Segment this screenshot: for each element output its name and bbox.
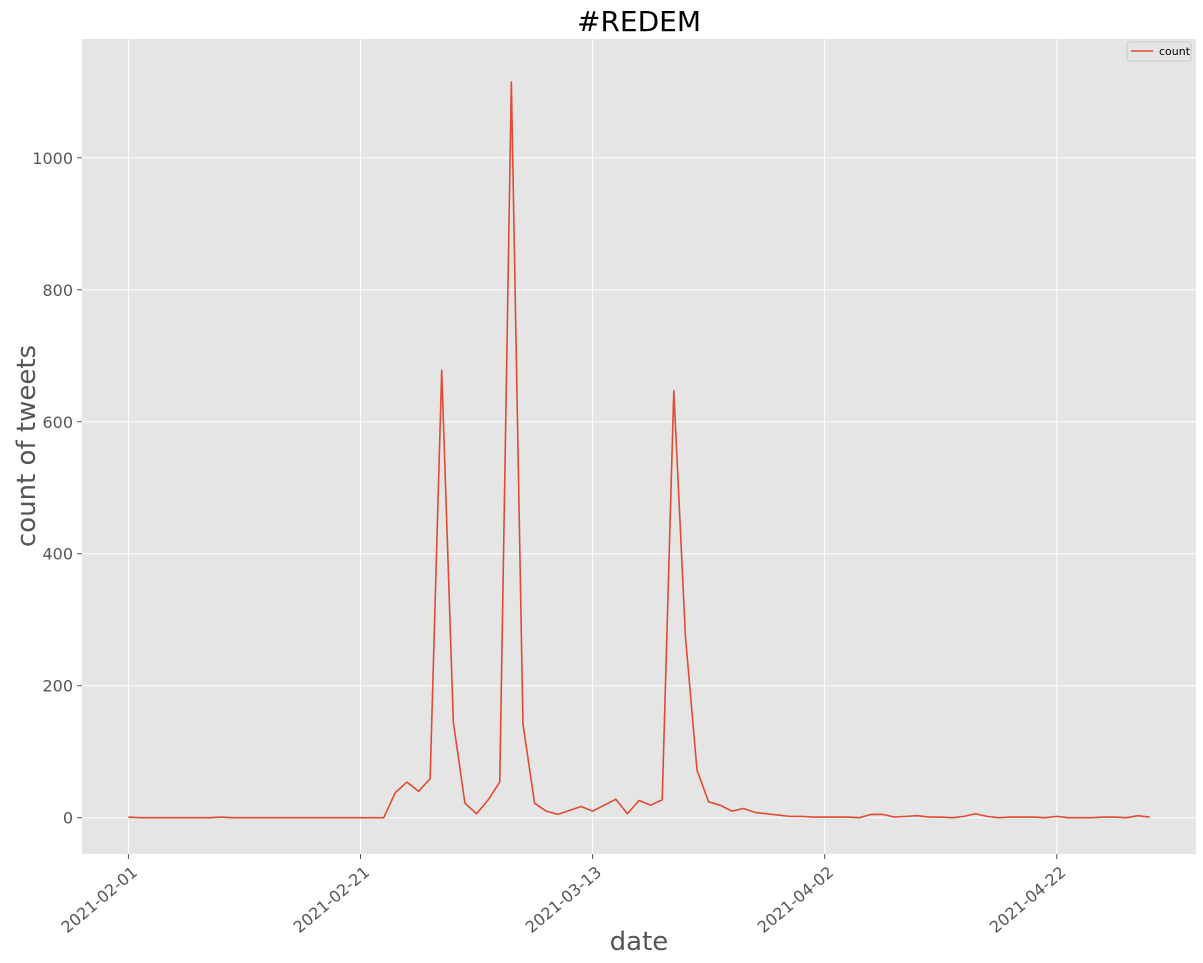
y-tick-label: 800 <box>42 281 73 300</box>
legend: count <box>1126 41 1192 62</box>
y-tick-label: 400 <box>42 545 73 564</box>
legend-box <box>1126 41 1192 62</box>
x-tick-label: 2021-02-21 <box>290 863 373 937</box>
x-tick-label: 2021-02-01 <box>58 863 141 937</box>
y-tick-label: 1000 <box>32 149 73 168</box>
y-tick-label: 0 <box>63 809 73 828</box>
x-tick-label: 2021-04-02 <box>754 863 837 937</box>
y-tick-label: 200 <box>42 677 73 696</box>
legend-label: count <box>1159 45 1191 58</box>
series-layer <box>128 81 1150 819</box>
x-tick-label: 2021-03-13 <box>522 863 605 937</box>
chart-title: #REDEM <box>577 5 701 38</box>
x-tick-label: 2021-04-22 <box>986 863 1069 937</box>
y-axis-title: count of tweets <box>12 345 42 547</box>
x-axis-title: date <box>610 927 669 957</box>
plot-background <box>82 39 1196 854</box>
grid-lines <box>82 39 1196 854</box>
y-tick-label: 600 <box>42 413 73 432</box>
